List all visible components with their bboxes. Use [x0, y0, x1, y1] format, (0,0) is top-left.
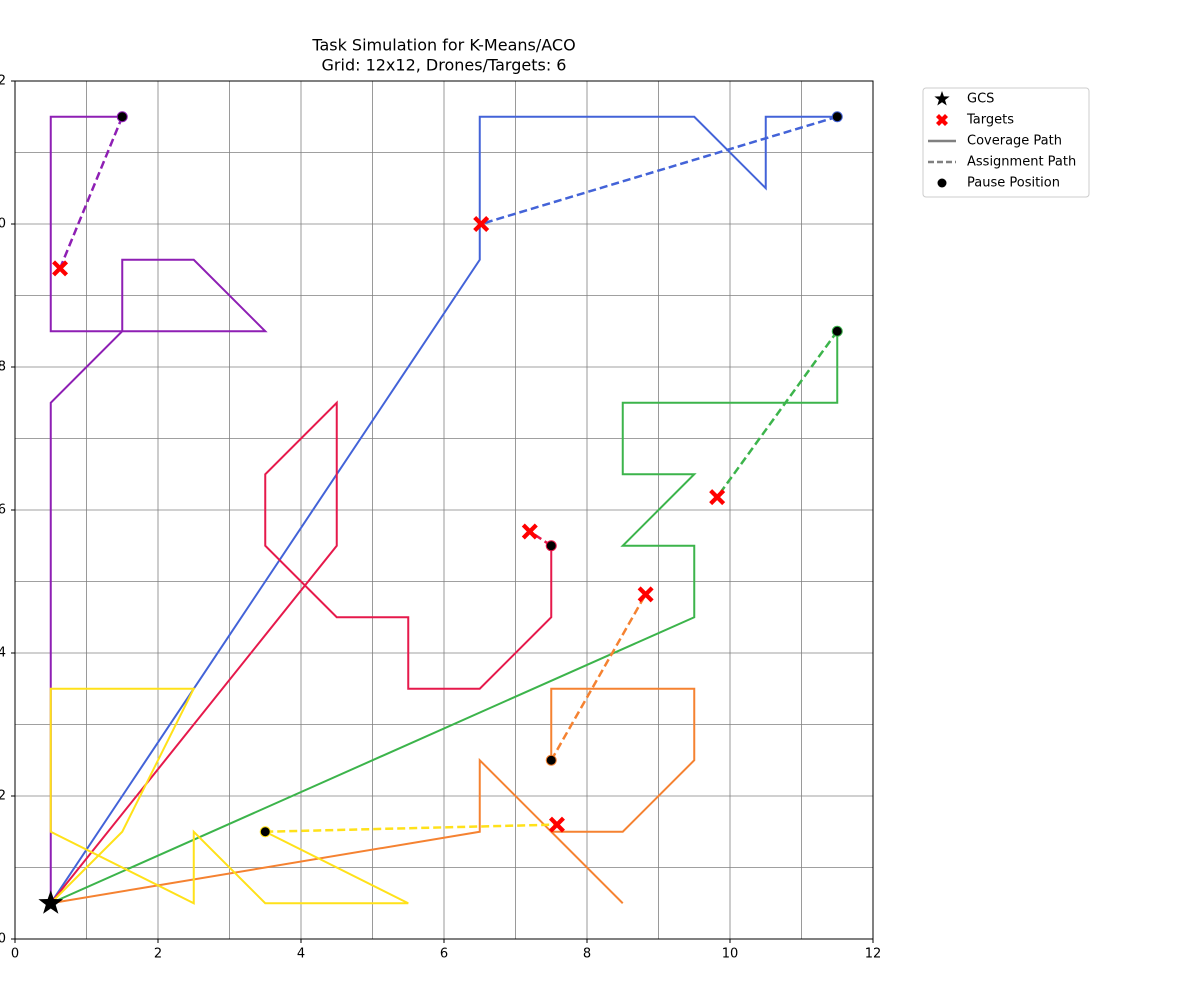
legend-frame — [922, 87, 1090, 198]
pause-position — [259, 826, 271, 838]
y-tick-label: 0 — [0, 932, 6, 947]
legend-symbol — [937, 178, 947, 188]
pause-position — [831, 111, 843, 123]
pause-position — [545, 540, 557, 552]
x-tick-label: 10 — [722, 947, 739, 962]
x-tick-label: 8 — [583, 947, 591, 962]
pause-position — [116, 111, 128, 123]
assignment-path — [480, 115, 838, 226]
y-tick-label: 6 — [0, 503, 6, 518]
x-tick-label: 12 — [865, 947, 882, 962]
x-tick-label: 6 — [440, 947, 448, 962]
target — [52, 260, 69, 277]
assignment-path — [58, 116, 124, 269]
target — [637, 586, 654, 603]
target — [709, 489, 726, 506]
coverage-path — [50, 331, 839, 905]
x-tick-label: 0 — [11, 947, 19, 962]
x-tick-label: 2 — [154, 947, 162, 962]
assignment-path — [550, 593, 647, 761]
legend-symbol — [936, 114, 948, 126]
assignment-path — [716, 330, 839, 498]
coverage-path — [50, 687, 696, 905]
legend-label: Targets — [966, 113, 1014, 128]
y-tick-label: 2 — [0, 789, 6, 804]
coverage-path — [49, 400, 553, 904]
coverage-path — [49, 115, 268, 904]
chart-title: Task Simulation for K-Means/ACO — [311, 36, 575, 55]
y-tick-label: 10 — [0, 217, 6, 232]
legend-symbol — [934, 91, 950, 106]
target — [521, 523, 538, 540]
legend-label: Assignment Path — [967, 155, 1076, 170]
y-tick-label: 12 — [0, 74, 6, 89]
pause-position — [545, 754, 557, 766]
x-tick-label: 4 — [297, 947, 305, 962]
legend: GCS Targets Coverage Path Assignment Path Pa… — [922, 87, 1090, 198]
y-tick-label: 8 — [0, 360, 6, 375]
gcs — [38, 890, 64, 914]
coverage-path — [49, 687, 409, 905]
assignment-path — [265, 823, 558, 833]
legend-label: Pause Position — [967, 176, 1060, 191]
pause-position — [831, 325, 843, 337]
legend-label: Coverage Path — [967, 134, 1062, 149]
target — [473, 216, 490, 232]
coverage-path — [49, 115, 838, 904]
legend-label: GCS — [967, 92, 994, 107]
y-tick-label: 4 — [0, 646, 6, 661]
chart-subtitle: Grid: 12x12, Drones/Targets: 6 — [322, 56, 567, 75]
target — [548, 816, 565, 833]
